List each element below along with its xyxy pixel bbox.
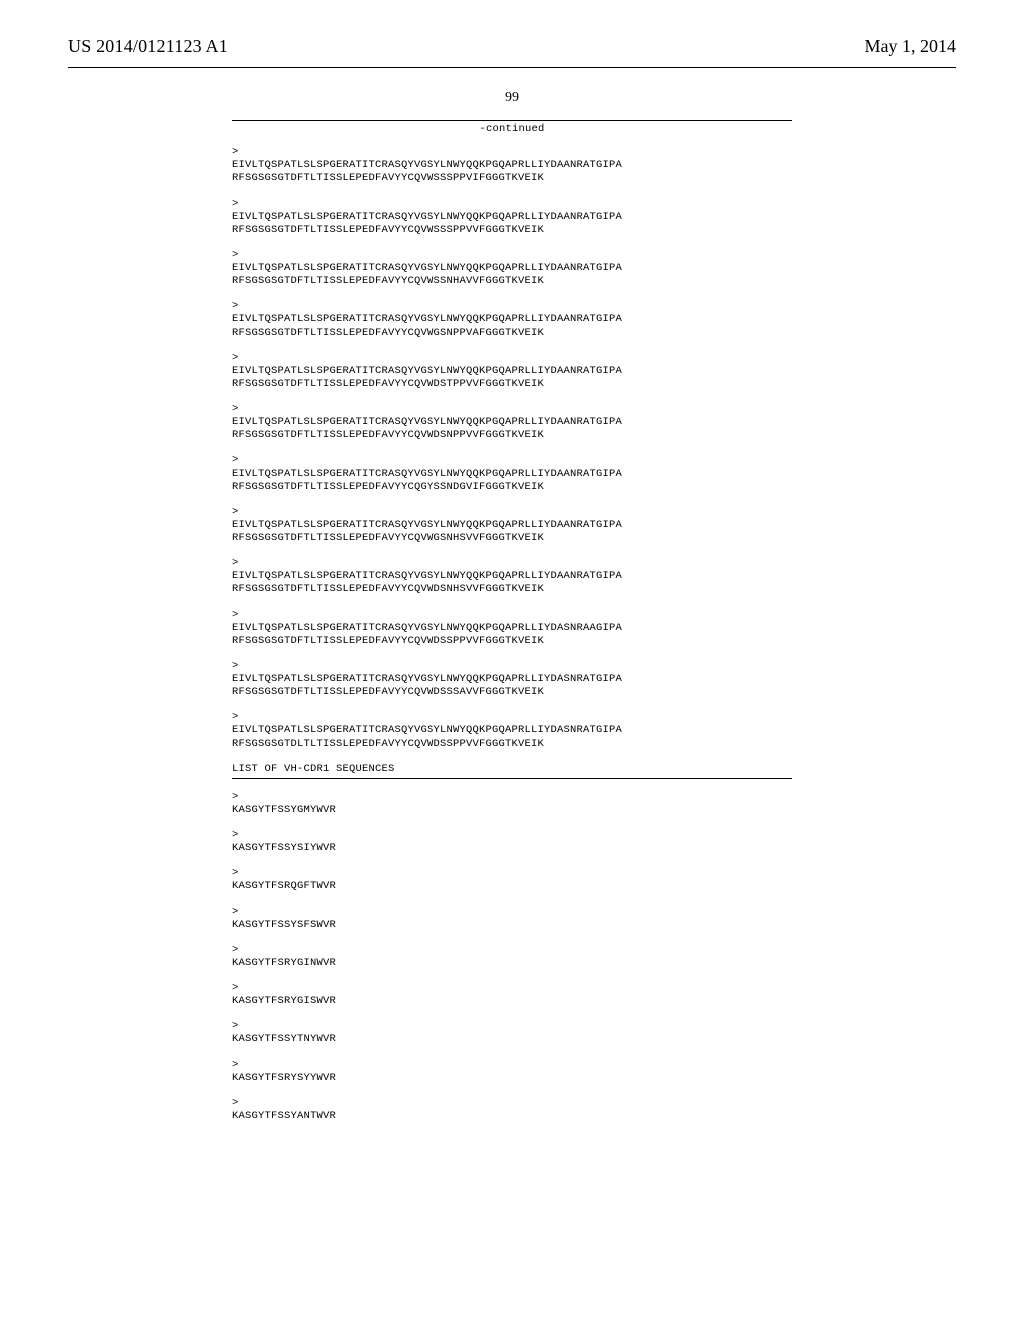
sequence-line: EIVLTQSPATLSLSPGERATITCRASQYVGSYLNWYQQKP… [232, 416, 792, 429]
sequence-line: RFSGSGSGTDFTLTISSLEPEDFAVYYCQVWDSSSAVVFG… [232, 686, 792, 699]
publication-number: US 2014/0121123 A1 [68, 36, 228, 57]
sequence-block: >EIVLTQSPATLSLSPGERATITCRASQYVGSYLNWYQQK… [232, 146, 792, 185]
sequence-block: >EIVLTQSPATLSLSPGERATITCRASQYVGSYLNWYQQK… [232, 403, 792, 442]
sequence-line: EIVLTQSPATLSLSPGERATITCRASQYVGSYLNWYQQKP… [232, 519, 792, 532]
page-number: 99 [0, 90, 1024, 106]
sequence-marker: > [232, 982, 792, 995]
sequence-block: >EIVLTQSPATLSLSPGERATITCRASQYVGSYLNWYQQK… [232, 454, 792, 493]
sequence-line: EIVLTQSPATLSLSPGERATITCRASQYVGSYLNWYQQKP… [232, 468, 792, 481]
sequence-marker: > [232, 146, 792, 159]
sequence-line: RFSGSGSGTDLTLTISSLEPEDFAVYYCQVWDSSPPVVFG… [232, 738, 792, 751]
header-rule [68, 67, 956, 68]
publication-date: May 1, 2014 [865, 36, 957, 57]
sequence-marker: > [232, 403, 792, 416]
sequence-line: RFSGSGSGTDFTLTISSLEPEDFAVYYCQGYSSNDGVIFG… [232, 481, 792, 494]
sequence-block: >EIVLTQSPATLSLSPGERATITCRASQYVGSYLNWYQQK… [232, 352, 792, 391]
short-sequence-block: >KASGYTFSSYGMYWVR [232, 791, 792, 817]
list-header-rule [232, 778, 792, 779]
sequence-block: >EIVLTQSPATLSLSPGERATITCRASQYVGSYLNWYQQK… [232, 557, 792, 596]
sequence-block: >EIVLTQSPATLSLSPGERATITCRASQYVGSYLNWYQQK… [232, 660, 792, 699]
sequence-marker: > [232, 1097, 792, 1110]
sequence-line: RFSGSGSGTDFTLTISSLEPEDFAVYYCQVWGSNHSVVFG… [232, 532, 792, 545]
sequence-line: KASGYTFSRQGFTWVR [232, 880, 792, 893]
sequence-line: RFSGSGSGTDFTLTISSLEPEDFAVYYCQVWDSSPPVVFG… [232, 635, 792, 648]
short-sequence-block: >KASGYTFSRQGFTWVR [232, 867, 792, 893]
vh-cdr1-list-header: LIST OF VH-CDR1 SEQUENCES [232, 763, 792, 776]
sequence-marker: > [232, 944, 792, 957]
sequence-line: EIVLTQSPATLSLSPGERATITCRASQYVGSYLNWYQQKP… [232, 673, 792, 686]
sequence-marker: > [232, 454, 792, 467]
sequence-block: >EIVLTQSPATLSLSPGERATITCRASQYVGSYLNWYQQK… [232, 198, 792, 237]
sequence-line: RFSGSGSGTDFTLTISSLEPEDFAVYYCQVWDSNPPVVFG… [232, 429, 792, 442]
sequence-block: >EIVLTQSPATLSLSPGERATITCRASQYVGSYLNWYQQK… [232, 609, 792, 648]
sequence-line: EIVLTQSPATLSLSPGERATITCRASQYVGSYLNWYQQKP… [232, 313, 792, 326]
sequence-marker: > [232, 198, 792, 211]
page-header: US 2014/0121123 A1 May 1, 2014 [0, 0, 1024, 63]
sequence-line: RFSGSGSGTDFTLTISSLEPEDFAVYYCQVWDSTPPVVFG… [232, 378, 792, 391]
sequence-marker: > [232, 506, 792, 519]
sequence-block: >EIVLTQSPATLSLSPGERATITCRASQYVGSYLNWYQQK… [232, 300, 792, 339]
sequence-line: KASGYTFSSYSFSWVR [232, 919, 792, 932]
sequence-marker: > [232, 300, 792, 313]
sequence-marker: > [232, 352, 792, 365]
sequence-line: EIVLTQSPATLSLSPGERATITCRASQYVGSYLNWYQQKP… [232, 622, 792, 635]
sequence-line: EIVLTQSPATLSLSPGERATITCRASQYVGSYLNWYQQKP… [232, 724, 792, 737]
sequence-line: KASGYTFSSYANTWVR [232, 1110, 792, 1123]
sequence-marker: > [232, 660, 792, 673]
sequence-marker: > [232, 249, 792, 262]
long-sequence-list: >EIVLTQSPATLSLSPGERATITCRASQYVGSYLNWYQQK… [232, 146, 792, 751]
sequence-marker: > [232, 609, 792, 622]
sequence-line: RFSGSGSGTDFTLTISSLEPEDFAVYYCQVWSSNHAVVFG… [232, 275, 792, 288]
sequence-line: KASGYTFSSYTNYWVR [232, 1033, 792, 1046]
short-sequence-block: >KASGYTFSRYGINWVR [232, 944, 792, 970]
sequence-line: KASGYTFSRYGINWVR [232, 957, 792, 970]
sequence-line: RFSGSGSGTDFTLTISSLEPEDFAVYYCQVWSSSPPVVFG… [232, 224, 792, 237]
continued-label: -continued [232, 123, 792, 136]
sequence-marker: > [232, 711, 792, 724]
sequence-marker: > [232, 557, 792, 570]
sequence-marker: > [232, 829, 792, 842]
sequence-line: KASGYTFSSYGMYWVR [232, 804, 792, 817]
sequence-line: KASGYTFSRYGISWVR [232, 995, 792, 1008]
short-sequence-block: >KASGYTFSSYTNYWVR [232, 1020, 792, 1046]
sequence-line: EIVLTQSPATLSLSPGERATITCRASQYVGSYLNWYQQKP… [232, 570, 792, 583]
sequence-line: RFSGSGSGTDFTLTISSLEPEDFAVYYCQVWGSNPPVAFG… [232, 327, 792, 340]
sequence-block: >EIVLTQSPATLSLSPGERATITCRASQYVGSYLNWYQQK… [232, 711, 792, 750]
short-sequence-block: >KASGYTFSRYGISWVR [232, 982, 792, 1008]
sequence-marker: > [232, 791, 792, 804]
sequence-marker: > [232, 1020, 792, 1033]
sequence-line: EIVLTQSPATLSLSPGERATITCRASQYVGSYLNWYQQKP… [232, 211, 792, 224]
sequence-line: EIVLTQSPATLSLSPGERATITCRASQYVGSYLNWYQQKP… [232, 159, 792, 172]
short-sequence-block: >KASGYTFSSYSIYWVR [232, 829, 792, 855]
sequence-line: EIVLTQSPATLSLSPGERATITCRASQYVGSYLNWYQQKP… [232, 365, 792, 378]
short-sequence-block: >KASGYTFSRYSYYWVR [232, 1059, 792, 1085]
short-sequence-list: >KASGYTFSSYGMYWVR>KASGYTFSSYSIYWVR>KASGY… [232, 791, 792, 1123]
sequence-marker: > [232, 1059, 792, 1072]
sequence-listing: -continued >EIVLTQSPATLSLSPGERATITCRASQY… [232, 120, 792, 1123]
sequence-line: RFSGSGSGTDFTLTISSLEPEDFAVYYCQVWDSNHSVVFG… [232, 583, 792, 596]
sequence-block: >EIVLTQSPATLSLSPGERATITCRASQYVGSYLNWYQQK… [232, 506, 792, 545]
sequence-marker: > [232, 906, 792, 919]
continued-rule-top [232, 120, 792, 121]
short-sequence-block: >KASGYTFSSYANTWVR [232, 1097, 792, 1123]
sequence-marker: > [232, 867, 792, 880]
sequence-line: KASGYTFSSYSIYWVR [232, 842, 792, 855]
sequence-block: >EIVLTQSPATLSLSPGERATITCRASQYVGSYLNWYQQK… [232, 249, 792, 288]
sequence-line: EIVLTQSPATLSLSPGERATITCRASQYVGSYLNWYQQKP… [232, 262, 792, 275]
sequence-line: KASGYTFSRYSYYWVR [232, 1072, 792, 1085]
sequence-line: RFSGSGSGTDFTLTISSLEPEDFAVYYCQVWSSSPPVIFG… [232, 172, 792, 185]
short-sequence-block: >KASGYTFSSYSFSWVR [232, 906, 792, 932]
